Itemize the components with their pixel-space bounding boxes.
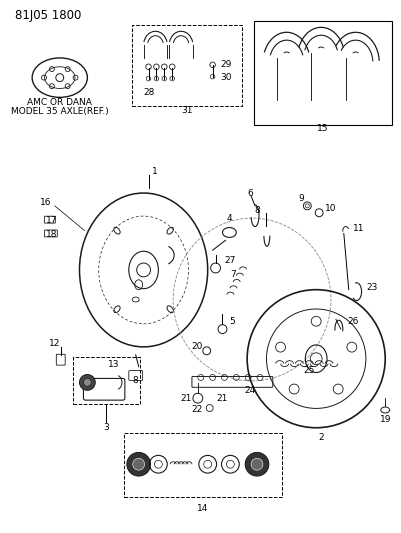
Text: 13: 13	[108, 360, 120, 369]
Text: 26: 26	[348, 317, 359, 326]
Text: 18: 18	[46, 230, 58, 239]
Circle shape	[127, 453, 150, 476]
Text: 2: 2	[318, 433, 324, 442]
Bar	[124, 433, 282, 497]
Text: 25: 25	[304, 366, 315, 375]
Text: 16: 16	[41, 198, 52, 207]
Text: 81J05 1800: 81J05 1800	[15, 9, 82, 22]
Text: 4: 4	[227, 214, 232, 223]
Text: 17: 17	[46, 216, 58, 225]
Circle shape	[251, 458, 263, 470]
Text: 7: 7	[231, 270, 236, 279]
Text: 14: 14	[197, 504, 209, 513]
Text: 12: 12	[49, 340, 61, 349]
Text: 15: 15	[317, 124, 329, 133]
Text: AMC OR DANA: AMC OR DANA	[27, 98, 92, 107]
Text: 20: 20	[191, 342, 203, 351]
Text: 29: 29	[221, 60, 232, 69]
Circle shape	[245, 453, 269, 476]
Text: 31: 31	[181, 106, 193, 115]
Text: 22: 22	[192, 406, 203, 415]
Bar	[73, 357, 140, 404]
Text: 23: 23	[367, 283, 378, 292]
Text: 3: 3	[103, 423, 109, 432]
Text: MODEL 35 AXLE(REF.): MODEL 35 AXLE(REF.)	[11, 107, 109, 116]
Text: 27: 27	[225, 256, 236, 264]
Bar	[254, 21, 392, 125]
Text: 5: 5	[229, 317, 235, 326]
Text: 28: 28	[144, 88, 155, 97]
Circle shape	[133, 458, 145, 470]
Text: 1: 1	[152, 167, 157, 176]
Text: 8: 8	[254, 206, 260, 215]
Text: 8: 8	[133, 376, 139, 385]
Circle shape	[79, 375, 95, 390]
Text: 24: 24	[245, 386, 256, 395]
Text: 19: 19	[379, 415, 391, 424]
Text: 10: 10	[325, 204, 336, 213]
Text: 21: 21	[180, 394, 192, 402]
Text: 21: 21	[217, 394, 228, 402]
Circle shape	[83, 378, 91, 386]
Text: 9: 9	[298, 195, 304, 204]
Text: 6: 6	[247, 189, 253, 198]
Bar	[132, 26, 242, 106]
Text: 30: 30	[221, 73, 232, 82]
Text: 11: 11	[352, 224, 364, 233]
